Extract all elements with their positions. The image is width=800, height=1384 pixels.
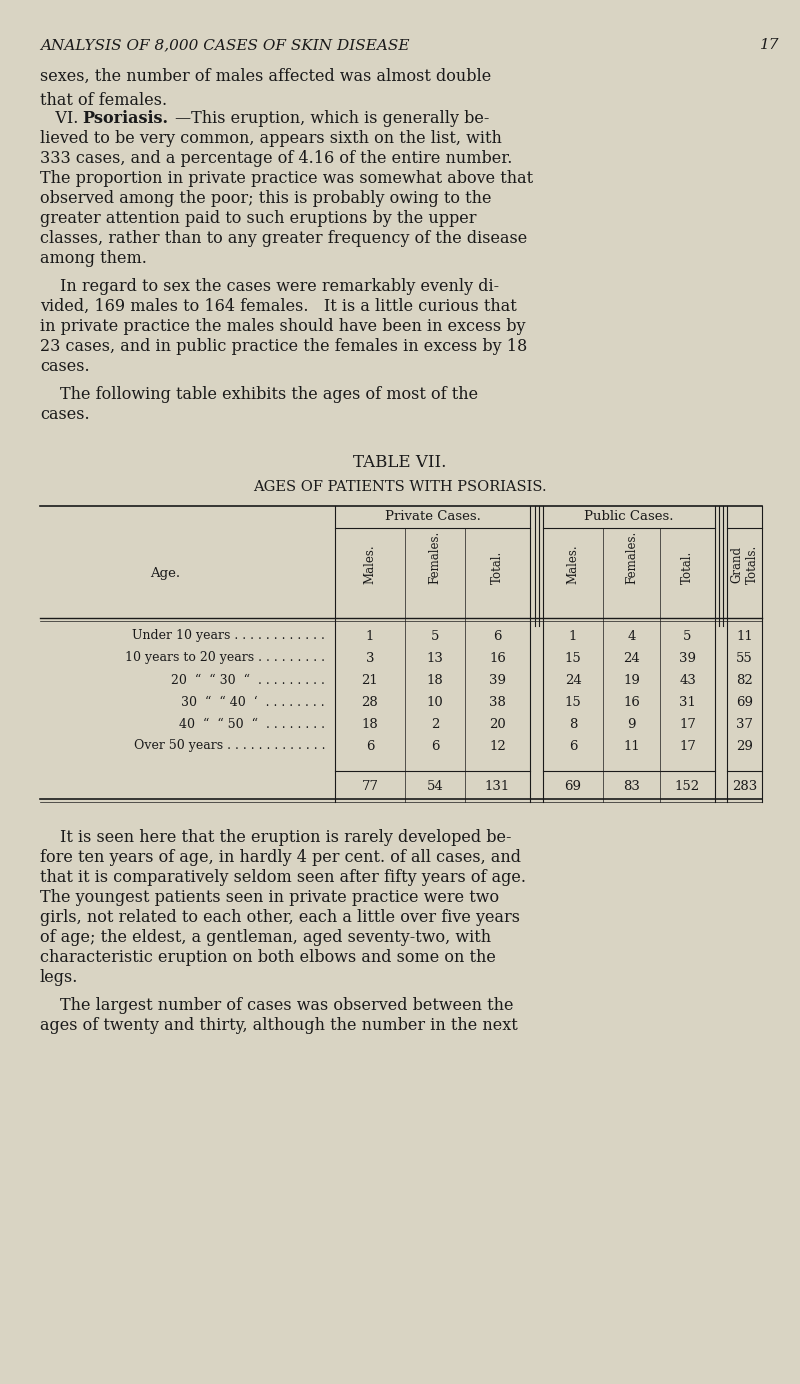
Text: 2: 2 xyxy=(431,717,439,731)
Text: of age; the eldest, a gentleman, aged seventy-two, with: of age; the eldest, a gentleman, aged se… xyxy=(40,929,491,947)
Text: lieved to be very common, appears sixth on the list, with: lieved to be very common, appears sixth … xyxy=(40,130,502,147)
Text: 4: 4 xyxy=(627,630,636,642)
Text: Psoriasis.: Psoriasis. xyxy=(82,109,168,127)
Text: Over 50 years . . . . . . . . . . . . .: Over 50 years . . . . . . . . . . . . . xyxy=(134,739,325,753)
Text: 16: 16 xyxy=(623,696,640,709)
Text: 15: 15 xyxy=(565,652,582,664)
Text: 6: 6 xyxy=(366,739,374,753)
Text: 11: 11 xyxy=(736,630,753,642)
Text: 24: 24 xyxy=(565,674,582,686)
Text: 10: 10 xyxy=(426,696,443,709)
Text: 17: 17 xyxy=(760,37,779,53)
Text: sexes, the number of males affected was almost double
that of females.: sexes, the number of males affected was … xyxy=(40,68,491,109)
Text: 6: 6 xyxy=(494,630,502,642)
Text: vided, 169 males to 164 females.   It is a little curious that: vided, 169 males to 164 females. It is a… xyxy=(40,298,517,316)
Text: 28: 28 xyxy=(362,696,378,709)
Text: 24: 24 xyxy=(623,652,640,664)
Text: 55: 55 xyxy=(736,652,753,664)
Text: legs.: legs. xyxy=(40,969,78,985)
Text: 12: 12 xyxy=(489,739,506,753)
Text: 40  “  “ 50  “  . . . . . . . .: 40 “ “ 50 “ . . . . . . . . xyxy=(179,717,325,731)
Text: 20  “  “ 30  “  . . . . . . . . .: 20 “ “ 30 “ . . . . . . . . . xyxy=(171,674,325,686)
Text: In regard to sex the cases were remarkably evenly di-: In regard to sex the cases were remarkab… xyxy=(60,278,499,295)
Text: Public Cases.: Public Cases. xyxy=(584,509,674,523)
Text: 6: 6 xyxy=(430,739,439,753)
Text: The following table exhibits the ages of most of the: The following table exhibits the ages of… xyxy=(60,386,478,403)
Text: greater attention paid to such eruptions by the upper: greater attention paid to such eruptions… xyxy=(40,210,477,227)
Text: 11: 11 xyxy=(623,739,640,753)
Text: 152: 152 xyxy=(675,781,700,793)
Text: ANALYSIS OF 8,000 CASES OF SKIN DISEASE: ANALYSIS OF 8,000 CASES OF SKIN DISEASE xyxy=(40,37,410,53)
Text: 131: 131 xyxy=(485,781,510,793)
Text: 283: 283 xyxy=(732,781,757,793)
Text: VI.: VI. xyxy=(40,109,83,127)
Text: 18: 18 xyxy=(426,674,443,686)
Text: ages of twenty and thirty, although the number in the next: ages of twenty and thirty, although the … xyxy=(40,1017,518,1034)
Text: Under 10 years . . . . . . . . . . . .: Under 10 years . . . . . . . . . . . . xyxy=(132,630,325,642)
Text: fore ten years of age, in hardly 4 per cent. of all cases, and: fore ten years of age, in hardly 4 per c… xyxy=(40,848,521,866)
Text: classes, rather than to any greater frequency of the disease: classes, rather than to any greater freq… xyxy=(40,230,527,246)
Text: 29: 29 xyxy=(736,739,753,753)
Text: cases.: cases. xyxy=(40,406,90,424)
Text: cases.: cases. xyxy=(40,358,90,375)
Text: 17: 17 xyxy=(679,739,696,753)
Text: 38: 38 xyxy=(489,696,506,709)
Text: that it is comparatively seldom seen after fifty years of age.: that it is comparatively seldom seen aft… xyxy=(40,869,526,886)
Text: Males.: Males. xyxy=(363,544,377,584)
Text: 17: 17 xyxy=(679,717,696,731)
Text: 5: 5 xyxy=(683,630,692,642)
Text: 10 years to 20 years . . . . . . . . .: 10 years to 20 years . . . . . . . . . xyxy=(125,652,325,664)
Text: Total.: Total. xyxy=(491,551,504,584)
Text: 19: 19 xyxy=(623,674,640,686)
Text: 37: 37 xyxy=(736,717,753,731)
Text: 43: 43 xyxy=(679,674,696,686)
Text: 69: 69 xyxy=(736,696,753,709)
Text: 18: 18 xyxy=(362,717,378,731)
Text: 54: 54 xyxy=(426,781,443,793)
Text: 1: 1 xyxy=(569,630,577,642)
Text: 5: 5 xyxy=(431,630,439,642)
Text: Females.: Females. xyxy=(625,530,638,584)
Text: Total.: Total. xyxy=(681,551,694,584)
Text: 333 cases, and a percentage of 4.16 of the entire number.: 333 cases, and a percentage of 4.16 of t… xyxy=(40,149,512,167)
Text: 1: 1 xyxy=(366,630,374,642)
Text: Males.: Males. xyxy=(566,544,579,584)
Text: 23 cases, and in public practice the females in excess by 18: 23 cases, and in public practice the fem… xyxy=(40,338,527,356)
Text: 39: 39 xyxy=(489,674,506,686)
Text: 77: 77 xyxy=(362,781,378,793)
Text: 30  “  “ 40  ‘  . . . . . . . .: 30 “ “ 40 ‘ . . . . . . . . xyxy=(182,696,325,709)
Text: 15: 15 xyxy=(565,696,582,709)
Text: AGES OF PATIENTS WITH PSORIASIS.: AGES OF PATIENTS WITH PSORIASIS. xyxy=(253,480,547,494)
Text: 83: 83 xyxy=(623,781,640,793)
Text: The proportion in private practice was somewhat above that: The proportion in private practice was s… xyxy=(40,170,533,187)
Text: Females.: Females. xyxy=(429,530,442,584)
Text: 82: 82 xyxy=(736,674,753,686)
Text: 39: 39 xyxy=(679,652,696,664)
Text: 13: 13 xyxy=(426,652,443,664)
Text: Grand
Totals.: Grand Totals. xyxy=(730,545,758,584)
Text: observed among the poor; this is probably owing to the: observed among the poor; this is probabl… xyxy=(40,190,491,208)
Text: 21: 21 xyxy=(362,674,378,686)
Text: 8: 8 xyxy=(569,717,577,731)
Text: 20: 20 xyxy=(489,717,506,731)
Text: Private Cases.: Private Cases. xyxy=(385,509,481,523)
Text: 69: 69 xyxy=(565,781,582,793)
Text: It is seen here that the eruption is rarely developed be-: It is seen here that the eruption is rar… xyxy=(60,829,511,846)
Text: 16: 16 xyxy=(489,652,506,664)
Text: Age.: Age. xyxy=(150,567,180,580)
Text: The largest number of cases was observed between the: The largest number of cases was observed… xyxy=(60,996,514,1014)
Text: The youngest patients seen in private practice were two: The youngest patients seen in private pr… xyxy=(40,889,499,907)
Text: 3: 3 xyxy=(366,652,374,664)
Text: TABLE VII.: TABLE VII. xyxy=(354,454,446,471)
Text: in private practice the males should have been in excess by: in private practice the males should hav… xyxy=(40,318,526,335)
Text: characteristic eruption on both elbows and some on the: characteristic eruption on both elbows a… xyxy=(40,949,496,966)
Text: among them.: among them. xyxy=(40,251,147,267)
Text: 6: 6 xyxy=(569,739,578,753)
Text: 31: 31 xyxy=(679,696,696,709)
Text: 9: 9 xyxy=(627,717,636,731)
Text: —This eruption, which is generally be-: —This eruption, which is generally be- xyxy=(175,109,490,127)
Text: girls, not related to each other, each a little over five years: girls, not related to each other, each a… xyxy=(40,909,520,926)
